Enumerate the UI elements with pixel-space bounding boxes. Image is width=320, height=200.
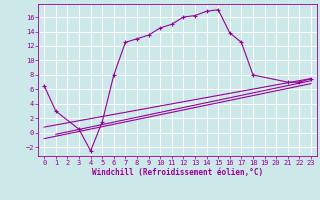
- X-axis label: Windchill (Refroidissement éolien,°C): Windchill (Refroidissement éolien,°C): [92, 168, 263, 177]
